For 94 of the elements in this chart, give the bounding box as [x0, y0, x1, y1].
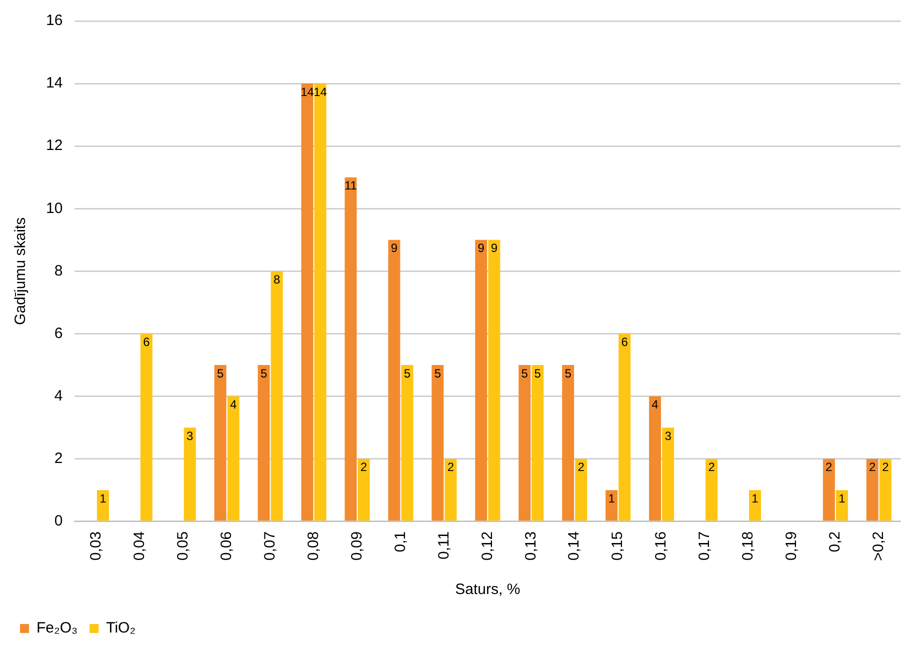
y-tick-label: 2 [54, 450, 63, 467]
data-label: 6 [143, 335, 150, 350]
x-tick-label: 0,19 [783, 531, 800, 561]
bar [475, 240, 488, 521]
data-label: 2 [826, 460, 833, 474]
x-tick-label: 0,09 [348, 531, 366, 561]
x-tick-label: 0,13 [522, 531, 540, 561]
bar [518, 365, 531, 521]
bar [562, 365, 574, 521]
y-tick-label: 6 [54, 324, 63, 342]
bar [270, 271, 283, 521]
bar [706, 458, 718, 521]
bar [96, 490, 109, 521]
bar [358, 458, 370, 521]
x-tick-label: 0,04 [131, 531, 148, 561]
y-axis-title: Gadījumu skaits [12, 217, 30, 325]
data-label: 5 [260, 366, 268, 380]
y-tick-label: 12 [46, 137, 63, 154]
x-tick-label: 0,15 [609, 531, 626, 561]
data-label: 14 [300, 84, 314, 99]
data-label: 14 [314, 84, 328, 99]
data-label: 5 [534, 366, 542, 380]
data-label: 4 [652, 398, 659, 412]
data-label: 5 [521, 366, 528, 380]
x-axis-title: Saturs, % [455, 581, 520, 598]
bar [140, 334, 152, 521]
data-label: 2 [578, 460, 585, 474]
x-tick-label: 0,06 [218, 531, 235, 561]
bar [432, 365, 444, 521]
bar [401, 365, 414, 521]
x-tick-label: 0,05 [174, 531, 192, 561]
y-tick-label: 0 [54, 512, 63, 530]
bar [444, 458, 457, 521]
data-label: 5 [564, 366, 572, 380]
legend-label: Fe₂O₃ [36, 620, 78, 637]
bar [184, 428, 196, 521]
x-tick-label: 0,07 [261, 531, 278, 561]
x-tick-label: 0,1 [392, 531, 409, 552]
y-tick-label: 16 [46, 12, 63, 30]
x-tick-label: 0,14 [566, 531, 583, 561]
data-label: 9 [390, 241, 398, 256]
data-label: 9 [490, 241, 498, 256]
data-label: 2 [869, 460, 876, 474]
x-tick-label: 0,08 [304, 531, 322, 561]
bar [662, 428, 674, 521]
bar [214, 365, 226, 521]
data-label: 3 [664, 428, 672, 443]
data-label: 2 [708, 460, 716, 474]
bar [866, 458, 878, 521]
data-label: 5 [216, 366, 224, 380]
data-label: 9 [478, 241, 485, 256]
bar [822, 458, 835, 521]
bar [227, 396, 240, 521]
data-label: 2 [447, 460, 454, 474]
bar [649, 396, 662, 521]
x-tick-label: 0,17 [696, 531, 714, 561]
x-tick-label: 0,11 [435, 531, 452, 560]
bar [258, 365, 270, 521]
data-label: 3 [186, 428, 194, 443]
data-label: 2 [882, 460, 890, 474]
data-label: 8 [273, 272, 280, 287]
bar [575, 458, 588, 521]
bar [879, 458, 892, 521]
bar [388, 240, 400, 521]
bar [488, 240, 500, 521]
x-tick-label: 0,12 [478, 531, 496, 561]
bar [606, 490, 618, 521]
y-tick-label: 8 [54, 262, 63, 280]
y-tick-label: 4 [54, 387, 63, 404]
bar [749, 490, 761, 521]
data-label: 2 [360, 460, 368, 474]
x-tick-label: 0,18 [740, 531, 757, 561]
x-tick-label: 0,16 [652, 531, 670, 561]
legend-label: TiO₂ [106, 620, 136, 637]
bar [836, 490, 848, 521]
data-label: 1 [838, 491, 846, 506]
y-tick-label: 10 [46, 200, 63, 217]
bar [314, 84, 326, 521]
bar [532, 365, 544, 521]
x-tick-label: >0,2 [870, 531, 888, 562]
data-label: 1 [100, 491, 107, 506]
data-label: 1 [608, 491, 616, 506]
bar [618, 334, 631, 521]
data-label: 11 [344, 178, 358, 193]
data-label: 5 [434, 366, 442, 380]
data-label: 6 [621, 335, 628, 350]
bar [301, 84, 314, 521]
y-tick-label: 14 [46, 74, 63, 92]
data-label: 5 [404, 366, 411, 380]
bar [344, 177, 357, 521]
data-label: 1 [752, 491, 759, 506]
x-tick-label: 0,03 [88, 531, 105, 561]
x-tick-label: 0,2 [826, 531, 844, 552]
data-label: 4 [230, 398, 238, 412]
